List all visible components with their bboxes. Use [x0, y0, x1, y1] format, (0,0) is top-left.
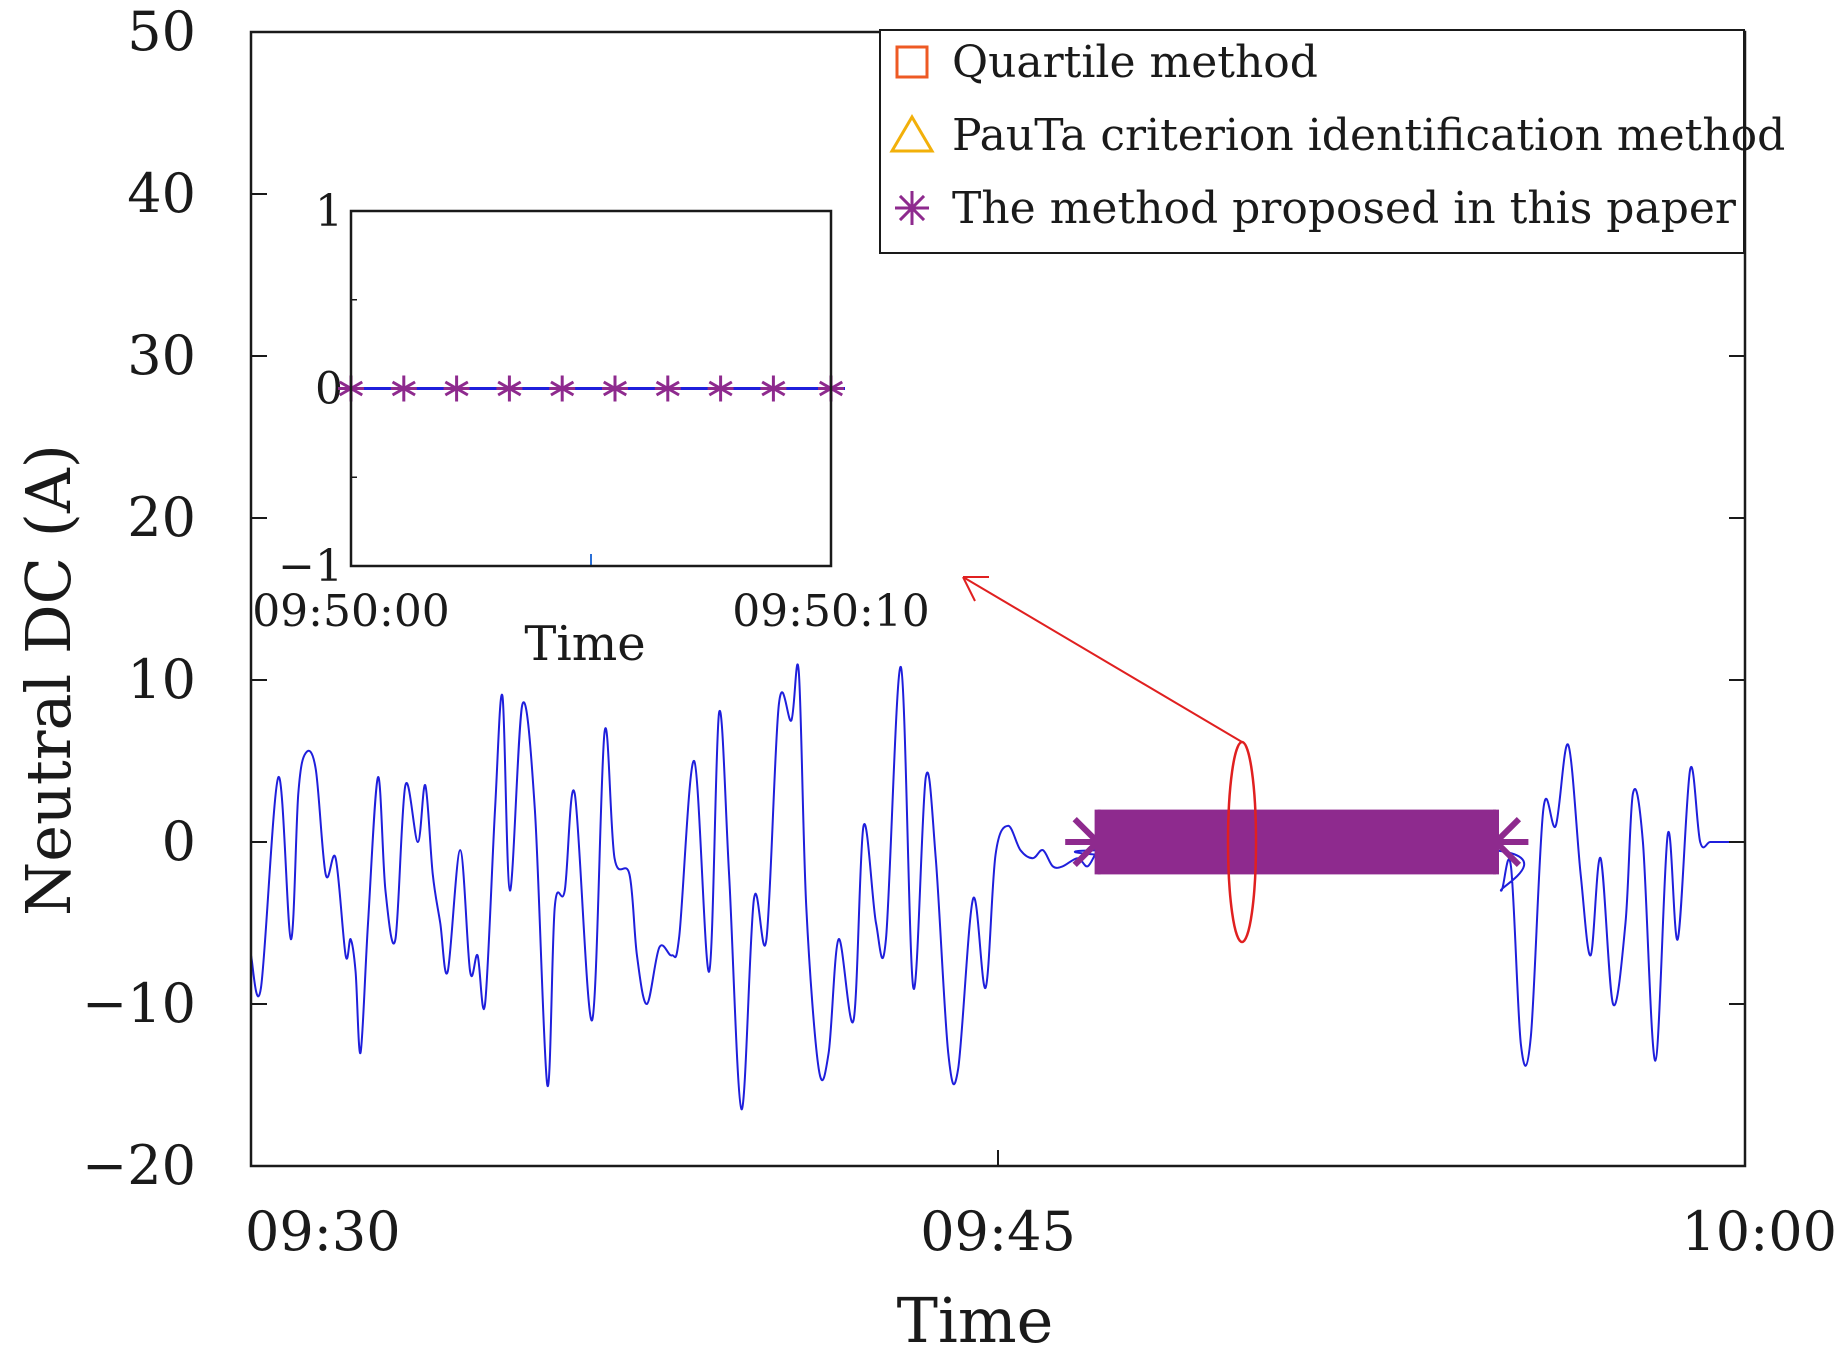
legend-entry: The method proposed in this paper	[895, 183, 1737, 234]
inset-asterisk-marker	[443, 375, 470, 402]
legend-label: PauTa criterion identification method	[952, 110, 1785, 161]
zoom-annotation	[962, 576, 1258, 944]
inset-asterisk-marker	[707, 375, 734, 402]
legend-label: The method proposed in this paper	[952, 183, 1737, 234]
inset-asterisk-marker	[602, 375, 628, 402]
legend-label: Quartile method	[952, 37, 1318, 88]
inset-asterisk-marker	[549, 375, 576, 402]
inset-asterisk-marker	[654, 375, 681, 402]
legend-asterisk-icon	[895, 191, 929, 225]
inset-x-tick-label: 09:50:00	[252, 586, 450, 637]
inset-asterisk-marker	[390, 375, 417, 402]
inset-y-tick-label: 1	[315, 186, 343, 237]
y-tick-label: −10	[82, 972, 196, 1035]
y-tick-label: 0	[162, 810, 196, 873]
zoom-arrow-head	[962, 576, 989, 602]
band-start-asterisk	[1065, 809, 1130, 875]
legend: Quartile method PauTa criterion identific…	[879, 29, 1785, 254]
legend-entry: PauTa criterion identification method	[889, 110, 1785, 161]
band-end-asterisk	[1463, 809, 1529, 875]
legend-box	[879, 29, 1745, 254]
x-tick-label: 09:30	[245, 1200, 401, 1263]
x-axis-title: Time	[897, 1284, 1054, 1357]
inset-chart: 10−109:50:00 09:50:10 Time	[252, 186, 930, 672]
x-tick-label: 10:00	[1681, 1200, 1837, 1263]
y-axis-title: Neutral DC (A)	[12, 444, 85, 916]
inset-asterisk-marker	[760, 375, 787, 402]
y-tick-label: −20	[82, 1134, 196, 1197]
inset-asterisk-marker	[496, 375, 523, 402]
series-line-neutral-dc	[250, 663, 1745, 1111]
x-tick-label: 09:45	[920, 1200, 1076, 1263]
inset-frame	[349, 209, 833, 568]
legend-triangle-icon	[889, 114, 935, 153]
y-tick-label: 40	[127, 162, 196, 225]
legend-entry: Quartile method	[895, 37, 1318, 88]
y-tick-label: 20	[127, 486, 196, 549]
inset-x-tick-label: 09:50:10	[732, 586, 930, 637]
inset-y-tick-label: −1	[278, 541, 343, 592]
legend-square-icon	[895, 45, 929, 79]
y-tick-label: 50	[127, 0, 196, 63]
y-tick-label: 30	[127, 324, 196, 387]
y-tick-label: 10	[127, 648, 196, 711]
inset-x-axis-title: Time	[524, 616, 645, 672]
zoom-arrow-line	[962, 576, 1243, 743]
